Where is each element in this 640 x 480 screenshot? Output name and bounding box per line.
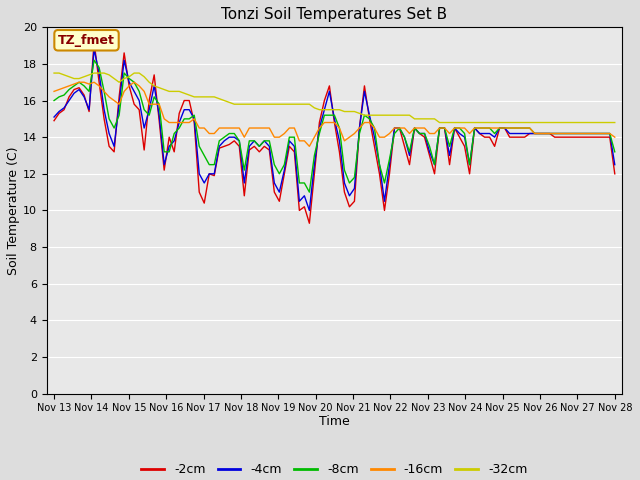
Legend: -2cm, -4cm, -8cm, -16cm, -32cm: -2cm, -4cm, -8cm, -16cm, -32cm — [136, 458, 532, 480]
X-axis label: Time: Time — [319, 415, 350, 428]
Title: Tonzi Soil Temperatures Set B: Tonzi Soil Temperatures Set B — [221, 7, 447, 22]
Y-axis label: Soil Temperature (C): Soil Temperature (C) — [7, 146, 20, 275]
Text: TZ_fmet: TZ_fmet — [58, 34, 115, 47]
